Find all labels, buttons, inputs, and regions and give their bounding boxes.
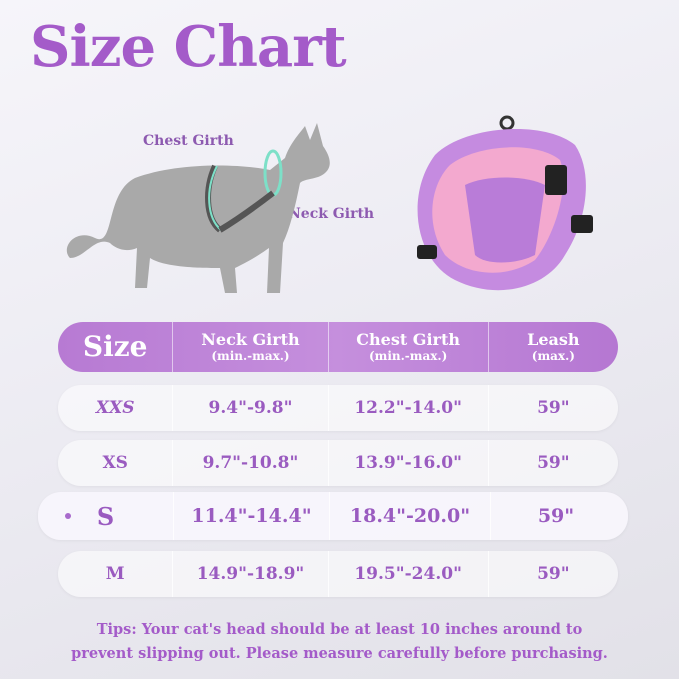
header-leash: Leash (max.)	[489, 322, 618, 372]
neck-cell: 11.4"-14.4"	[174, 492, 330, 540]
tips-line-2: prevent slipping out. Please measure car…	[71, 645, 608, 662]
size-cell: XS	[58, 440, 174, 486]
table-row: M 14.9"-18.9" 19.5"-24.0" 59"	[58, 551, 618, 597]
page-title: Size Chart	[30, 14, 347, 80]
leash-cell: 59"	[537, 453, 570, 473]
size-cell: XXS	[58, 385, 174, 431]
chest-cell: 19.5"-24.0"	[329, 551, 489, 597]
neck-girth-label: Neck Girth	[288, 206, 375, 222]
header-chest: Chest Girth (min.-max.)	[329, 322, 489, 372]
cat-silhouette-image	[66, 123, 330, 293]
chest-cell: 12.2"-14.0"	[329, 385, 489, 431]
header-neck-sub: (min.-max.)	[211, 349, 290, 363]
neck-cell: 9.7"-10.8"	[173, 440, 329, 486]
tips-text: Tips: Your cat's head should be at least…	[0, 618, 679, 666]
header-size-label: Size	[82, 330, 148, 363]
size-cell: M	[58, 551, 174, 597]
header-chest-sub: (min.-max.)	[368, 349, 448, 363]
neck-cell: 9.4"-9.8"	[173, 385, 329, 431]
leash-cell: 59"	[537, 505, 575, 527]
header-chest-label: Chest Girth	[356, 330, 460, 349]
chest-girth-label: Chest Girth	[143, 133, 234, 149]
header-neck: Neck Girth (min.-max.)	[173, 322, 329, 372]
table-row-highlighted: S 11.4"-14.4" 18.4"-20.0" 59"	[38, 492, 628, 540]
leash-cell: 59"	[537, 564, 570, 584]
chest-cell: 18.4"-20.0"	[330, 492, 491, 540]
header-neck-label: Neck Girth	[201, 330, 300, 349]
table-row: XS 9.7"-10.8" 13.9"-16.0" 59"	[58, 440, 618, 486]
header-leash-sub: (max.)	[531, 349, 575, 363]
bullet-dot	[65, 513, 71, 519]
size-cell: S	[38, 492, 174, 540]
header-leash-label: Leash	[527, 330, 580, 349]
tips-line-1: Tips: Your cat's head should be at least…	[96, 621, 583, 638]
chest-cell: 13.9"-16.0"	[329, 440, 489, 486]
table-row: XXS 9.4"-9.8" 12.2"-14.0" 59"	[58, 385, 618, 431]
neck-cell: 14.9"-18.9"	[173, 551, 329, 597]
harness-image	[417, 115, 593, 291]
header-size: Size	[58, 322, 174, 372]
table-header: Size Neck Girth (min.-max.) Chest Girth (m…	[58, 322, 618, 372]
leash-cell: 59"	[537, 398, 570, 418]
